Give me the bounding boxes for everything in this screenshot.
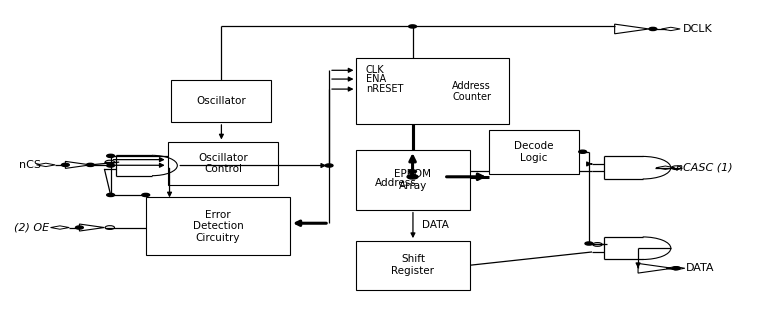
Circle shape	[409, 170, 417, 173]
Bar	[356, 150, 470, 210]
Text: Shift
Register: Shift Register	[392, 254, 435, 276]
Text: nCASC (1): nCASC (1)	[676, 163, 732, 173]
Text: nRESET: nRESET	[366, 84, 403, 94]
Bar	[489, 130, 579, 174]
Text: DATA: DATA	[422, 220, 449, 230]
Circle shape	[86, 163, 94, 167]
Circle shape	[106, 164, 114, 167]
Circle shape	[106, 193, 114, 197]
Circle shape	[106, 154, 114, 157]
Text: Counter: Counter	[452, 92, 491, 102]
Bar	[356, 58, 508, 124]
Circle shape	[579, 150, 586, 153]
Circle shape	[673, 267, 680, 270]
Text: Address: Address	[453, 81, 491, 91]
Circle shape	[585, 242, 593, 245]
Bar	[146, 197, 290, 255]
Bar	[168, 142, 279, 185]
Text: nCS: nCS	[19, 160, 41, 170]
Circle shape	[62, 163, 69, 167]
Circle shape	[75, 226, 83, 229]
Text: Decode
Logic: Decode Logic	[514, 141, 554, 162]
Text: Oscillator
Control: Oscillator Control	[198, 153, 248, 174]
Bar	[356, 241, 470, 289]
Bar	[171, 80, 272, 122]
Text: Error
Detection
Circuitry: Error Detection Circuitry	[193, 210, 244, 243]
Text: Address: Address	[374, 178, 417, 188]
Text: DATA: DATA	[686, 263, 714, 273]
Circle shape	[649, 27, 657, 31]
Circle shape	[407, 175, 418, 179]
Text: (2) OE: (2) OE	[14, 222, 49, 233]
Text: EPROM
Array: EPROM Array	[395, 169, 431, 191]
Circle shape	[409, 25, 417, 28]
Text: ENA: ENA	[366, 74, 386, 84]
Text: CLK: CLK	[366, 65, 384, 75]
Text: Oscillator: Oscillator	[197, 96, 247, 106]
Circle shape	[325, 164, 333, 167]
Circle shape	[142, 193, 150, 197]
Text: DCLK: DCLK	[683, 24, 713, 34]
